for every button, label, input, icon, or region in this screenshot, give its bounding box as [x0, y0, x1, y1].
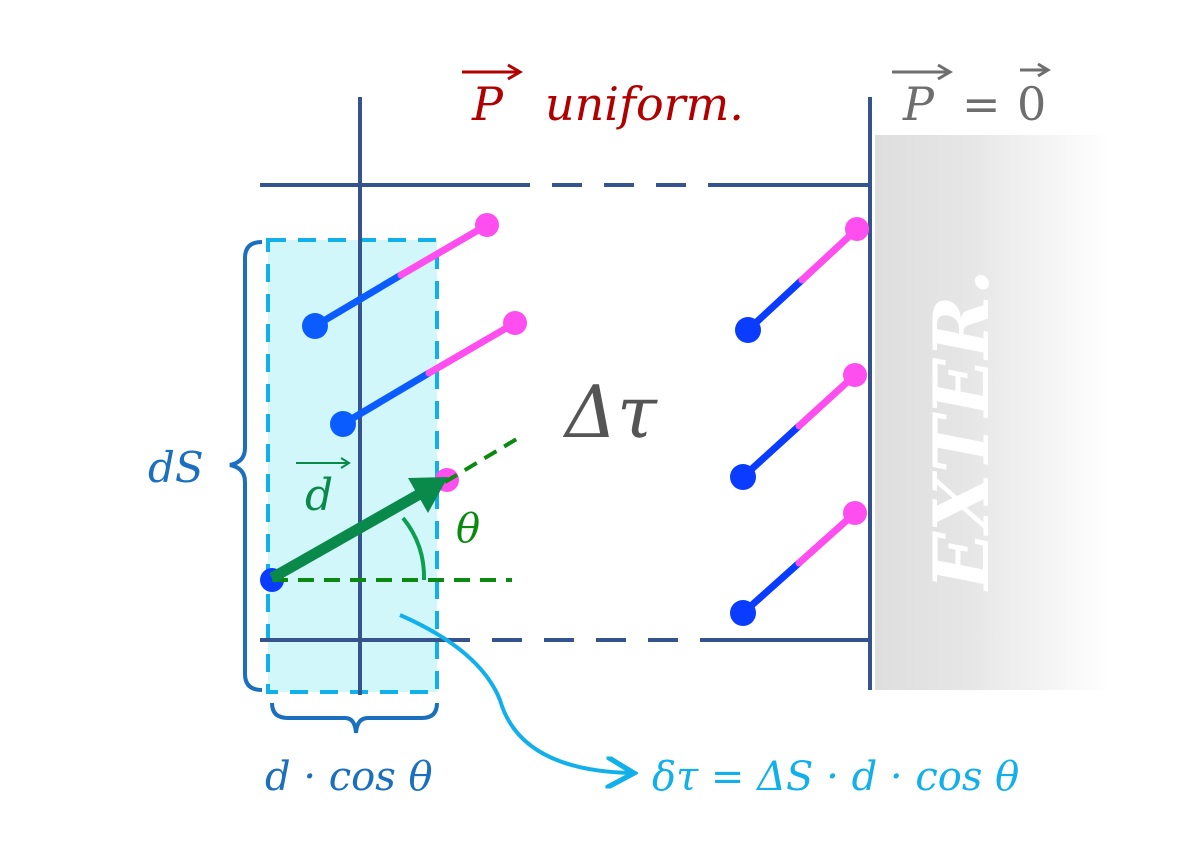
- formula-label: δτ = ΔS · d · cos θ: [652, 754, 1019, 800]
- dcos-brace: [270, 702, 439, 734]
- arrowhead-icon: [408, 477, 448, 513]
- volume-label: Δτ: [562, 370, 658, 454]
- dipole: [730, 501, 867, 626]
- dipole: [730, 363, 867, 490]
- zero-vector: 0: [1017, 77, 1046, 131]
- p-vector-symbol: P: [471, 77, 504, 131]
- equals-sign: =: [962, 77, 1001, 131]
- formula-pointer-arrow: [399, 613, 630, 773]
- p-zero-label: P = 0: [892, 62, 1051, 131]
- vector-arrowhead-icon: [507, 63, 523, 81]
- vector-arrowhead-icon: [1037, 62, 1051, 78]
- d-symbol: d: [305, 470, 333, 521]
- dipole-vector: [269, 435, 522, 583]
- d-cos-theta-label: d · cos θ: [265, 754, 433, 800]
- exterior-region: [875, 135, 1110, 690]
- theta-label: θ: [456, 506, 480, 552]
- vector-arrowhead-icon: [937, 63, 953, 81]
- dipole: [330, 311, 527, 437]
- ds-label: dS: [148, 443, 204, 492]
- dipole: [302, 213, 499, 339]
- ds-brace: [229, 240, 263, 692]
- dipole: [735, 217, 869, 343]
- dielectric-boundary: [260, 97, 872, 695]
- exterior-label: EXTER.: [917, 269, 1006, 592]
- surface-element-region: [266, 238, 439, 694]
- d-vector-label: d: [296, 457, 351, 521]
- vector-arrowhead-icon: [340, 457, 351, 469]
- vector-shaft: [269, 490, 421, 583]
- uniform-text: uniform.: [545, 77, 744, 131]
- p-uniform-label: P uniform.: [462, 63, 744, 131]
- vector-extension-line: [443, 435, 522, 484]
- p-vector-symbol: P: [902, 77, 935, 131]
- angle-arc: [401, 516, 427, 581]
